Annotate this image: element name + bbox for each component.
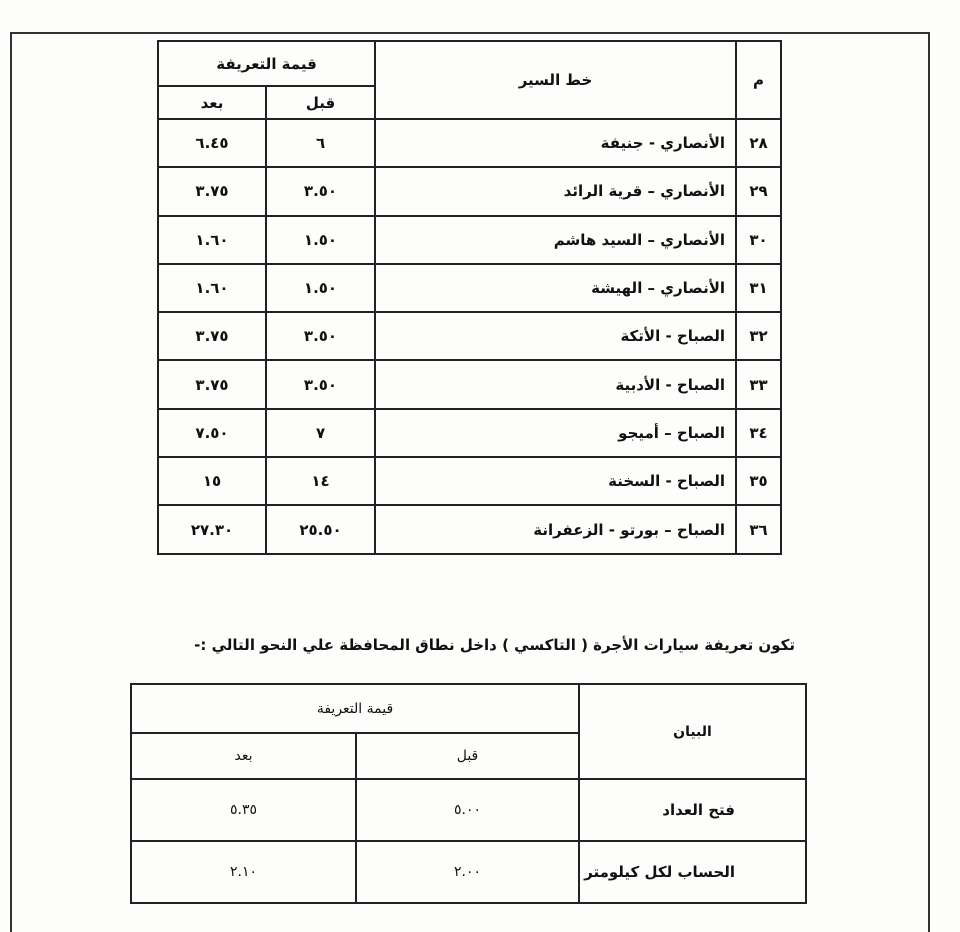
table-cell: ٧.٥٠ [156, 407, 268, 459]
route-fare-table: م خط السير قيمة التعريفة قبل بعد ٢٨ الأنص… [156, 40, 783, 555]
table-cell: ٣٤ [735, 407, 783, 459]
table-row: ٢٩ الأنصاري – قرية الرائد ٣.٥٠ ٣.٧٥ [156, 166, 783, 217]
table-cell: الأنصاري - جنيفة [374, 117, 738, 169]
table-cell: ٣.٧٥ [156, 166, 268, 217]
table-row: ٣٤ الصباح – أميجو ٧ ٧.٥٠ [156, 407, 783, 459]
table-cell: ٢٩ [735, 166, 783, 217]
table-cell: ٥.٣٥ [130, 778, 357, 842]
table-cell: ١.٦٠ [156, 262, 268, 314]
header-cell: بعد [156, 85, 268, 120]
table-cell: فتح العداد [578, 778, 807, 842]
table-cell: ٢٧.٣٠ [156, 504, 268, 555]
table-cell: ١٤ [265, 456, 377, 507]
table-cell: ٦ [265, 117, 377, 169]
table-cell: ١.٥٠ [265, 214, 377, 265]
table-row: ٣٥ الصباح - السخنة ١٤ ١٥ [156, 456, 783, 507]
table-cell: ١.٦٠ [156, 214, 268, 265]
table-cell: ٥.٠٠ [355, 778, 580, 842]
table-row: فتح العداد ٥.٠٠ ٥.٣٥ [130, 778, 807, 842]
table-cell: ٣٦ [735, 504, 783, 555]
table-cell: الصباح - السخنة [374, 456, 738, 507]
page-frame [10, 32, 930, 932]
table-cell: الصباح – أميجو [374, 407, 738, 459]
header-row: البيان قيمة التعريفة [130, 683, 807, 780]
taxi-fare-table: البيان قيمة التعريفة قبل بعد فتح العداد ٥… [130, 683, 807, 904]
table-cell: الصباح - الأدبية [374, 359, 738, 410]
header-cell: قبل [265, 85, 377, 120]
table-cell: الأنصاري – الهيشة [374, 262, 738, 314]
table-cell: ١٥ [156, 456, 268, 507]
table-cell: ٣١ [735, 262, 783, 314]
table-cell: الصباح - الأتكة [374, 311, 738, 362]
table-cell: ١.٥٠ [265, 262, 377, 314]
paragraph: تكون تعريفة سيارات الأجرة ( التاكسي ) دا… [194, 636, 795, 654]
header-row: قبل بعد [156, 85, 781, 120]
table-cell: ٣.٥٠ [265, 166, 377, 217]
header-cell: قبل [355, 732, 580, 780]
table-row: ٣٢ الصباح - الأتكة ٣.٥٠ ٣.٧٥ [156, 311, 783, 362]
table-row: ٣٠ الأنصاري – السيد هاشم ١.٥٠ ١.٦٠ [156, 214, 783, 265]
table-cell: ٦.٤٥ [156, 117, 268, 169]
table-cell: ٣٠ [735, 214, 783, 265]
table-cell: ٣٢ [735, 311, 783, 362]
table-cell: ٣٥ [735, 456, 783, 507]
table-cell: ٣٣ [735, 359, 783, 410]
header-cell: م [735, 40, 783, 120]
table-cell: الأنصاري – السيد هاشم [374, 214, 738, 265]
table-cell: الصباح – بورتو - الزعفرانة [374, 504, 738, 555]
header-cell: بعد [130, 732, 357, 780]
table-cell: ٣.٥٠ [265, 359, 377, 410]
table-cell: الأنصاري – قرية الرائد [374, 166, 738, 217]
table-row: ٣٦ الصباح – بورتو - الزعفرانة ٢٥.٥٠ ٢٧.٣٠ [156, 504, 783, 555]
table-cell: ٣.٧٥ [156, 311, 268, 362]
table-cell: ٢.٠٠ [355, 840, 580, 904]
header-cell: قيمة التعريفة [156, 40, 377, 87]
header-cell: خط السير [374, 40, 738, 120]
table-cell: ٣.٥٠ [265, 311, 377, 362]
table-cell: ٢٨ [735, 117, 783, 169]
header-cell: قيمة التعريفة [130, 683, 580, 734]
table-cell: ٣.٧٥ [156, 359, 268, 410]
header-row: م خط السير قيمة التعريفة [156, 40, 783, 120]
table-row: ٣٣ الصباح - الأدبية ٣.٥٠ ٣.٧٥ [156, 359, 783, 410]
table-row: ٢٨ الأنصاري - جنيفة ٦ ٦.٤٥ [156, 117, 783, 169]
table-cell: ٢٥.٥٠ [265, 504, 377, 555]
table-cell: ٧ [265, 407, 377, 459]
table-cell: الحساب لكل كيلومتر [578, 840, 807, 904]
table-cell: ٢.١٠ [130, 840, 357, 904]
header-row: قبل بعد [130, 732, 806, 780]
table-row: الحساب لكل كيلومتر ٢.٠٠ ٢.١٠ [130, 840, 807, 904]
header-cell: البيان [578, 683, 807, 780]
table-row: ٣١ الأنصاري – الهيشة ١.٥٠ ١.٦٠ [156, 262, 783, 314]
